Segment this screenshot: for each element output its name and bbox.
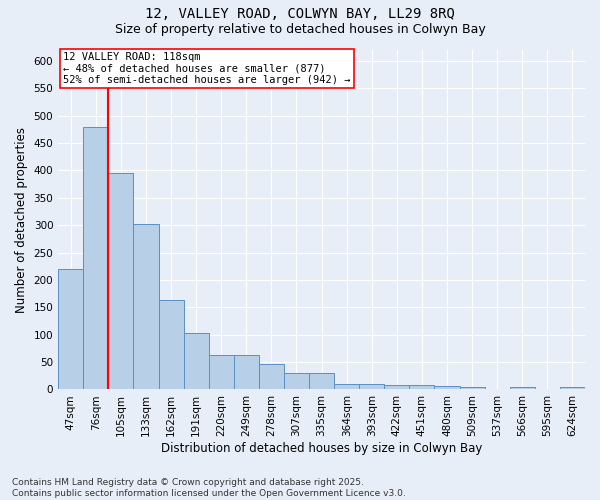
Bar [83,126,109,390]
Bar [184,332,209,390]
Bar [334,384,359,390]
Text: 12 VALLEY ROAD: 118sqm
← 48% of detached houses are smaller (877)
52% of semi-de: 12 VALLEY ROAD: 118sqm ← 48% of detached… [64,52,351,85]
Bar [158,300,184,390]
Bar [109,173,133,390]
Bar [309,373,334,390]
Bar [359,384,385,390]
Bar [409,385,434,390]
Text: Size of property relative to detached houses in Colwyn Bay: Size of property relative to detached ho… [115,22,485,36]
Bar [560,388,585,390]
Bar [460,388,485,390]
Bar [510,388,535,390]
Bar [259,364,284,390]
X-axis label: Distribution of detached houses by size in Colwyn Bay: Distribution of detached houses by size … [161,442,482,455]
Bar [434,386,460,390]
Bar [284,373,309,390]
Bar [385,385,409,390]
Bar [234,355,259,390]
Y-axis label: Number of detached properties: Number of detached properties [15,126,28,312]
Bar [58,269,83,390]
Text: 12, VALLEY ROAD, COLWYN BAY, LL29 8RQ: 12, VALLEY ROAD, COLWYN BAY, LL29 8RQ [145,8,455,22]
Bar [209,355,234,390]
Text: Contains HM Land Registry data © Crown copyright and database right 2025.
Contai: Contains HM Land Registry data © Crown c… [12,478,406,498]
Bar [133,224,158,390]
